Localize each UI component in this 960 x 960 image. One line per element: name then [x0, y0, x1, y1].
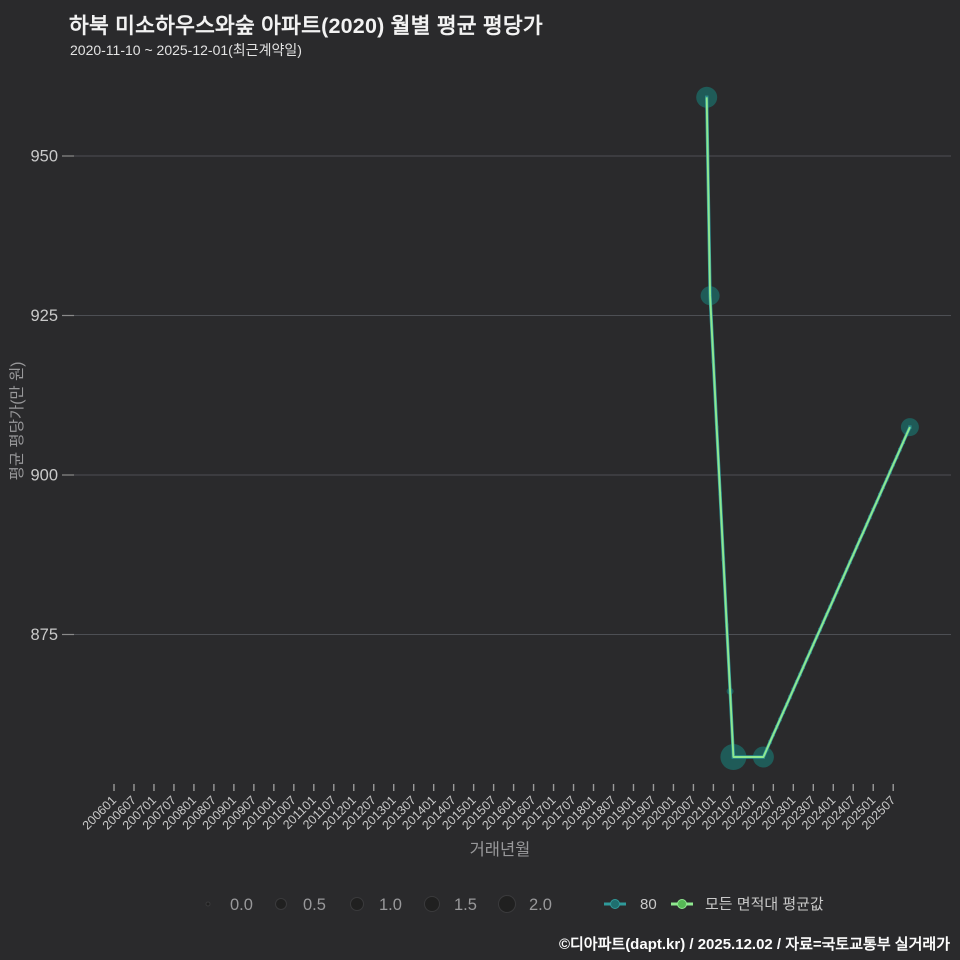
series-line-all-avg: [705, 97, 911, 758]
chart-title: 하북 미소하우스와숲 아파트(2020) 월별 평균 평당가: [69, 14, 543, 38]
legend-size-label: 2.0: [529, 896, 552, 914]
legend-marker-all-avg: [677, 899, 687, 909]
legend-label-80: 80: [640, 896, 657, 913]
series-marker-80: [908, 425, 912, 429]
footer-credit: ©디아파트(dapt.kr) / 2025.12.02 / 자료=국토교통부 실…: [558, 936, 950, 953]
legend-size-label: 1.0: [379, 896, 402, 914]
legend-marker-80: [610, 899, 620, 909]
chart-subtitle: 2020-11-10 ~ 2025-12-01(최근계약일): [70, 42, 302, 58]
y-axis-title: 평균 평당가(만 원): [9, 361, 26, 481]
legend-size-label: 0.0: [230, 896, 253, 914]
legend-size-swatch: [424, 896, 440, 912]
legend-size-swatch: [350, 897, 364, 911]
legend-size-swatch: [205, 901, 211, 907]
y-tick-label: 925: [30, 307, 58, 325]
y-tick-label: 900: [30, 467, 58, 485]
x-axis-title: 거래년월: [469, 841, 531, 859]
legend-label-all-avg: 모든 면적대 평균값: [705, 896, 824, 913]
y-tick-label: 950: [30, 148, 58, 166]
legend-size-swatch: [275, 898, 287, 910]
y-tick-label: 875: [30, 626, 58, 644]
legend-size-label: 1.5: [454, 896, 477, 914]
legend-size-swatch: [498, 895, 516, 913]
legend-size-label: 0.5: [303, 896, 326, 914]
